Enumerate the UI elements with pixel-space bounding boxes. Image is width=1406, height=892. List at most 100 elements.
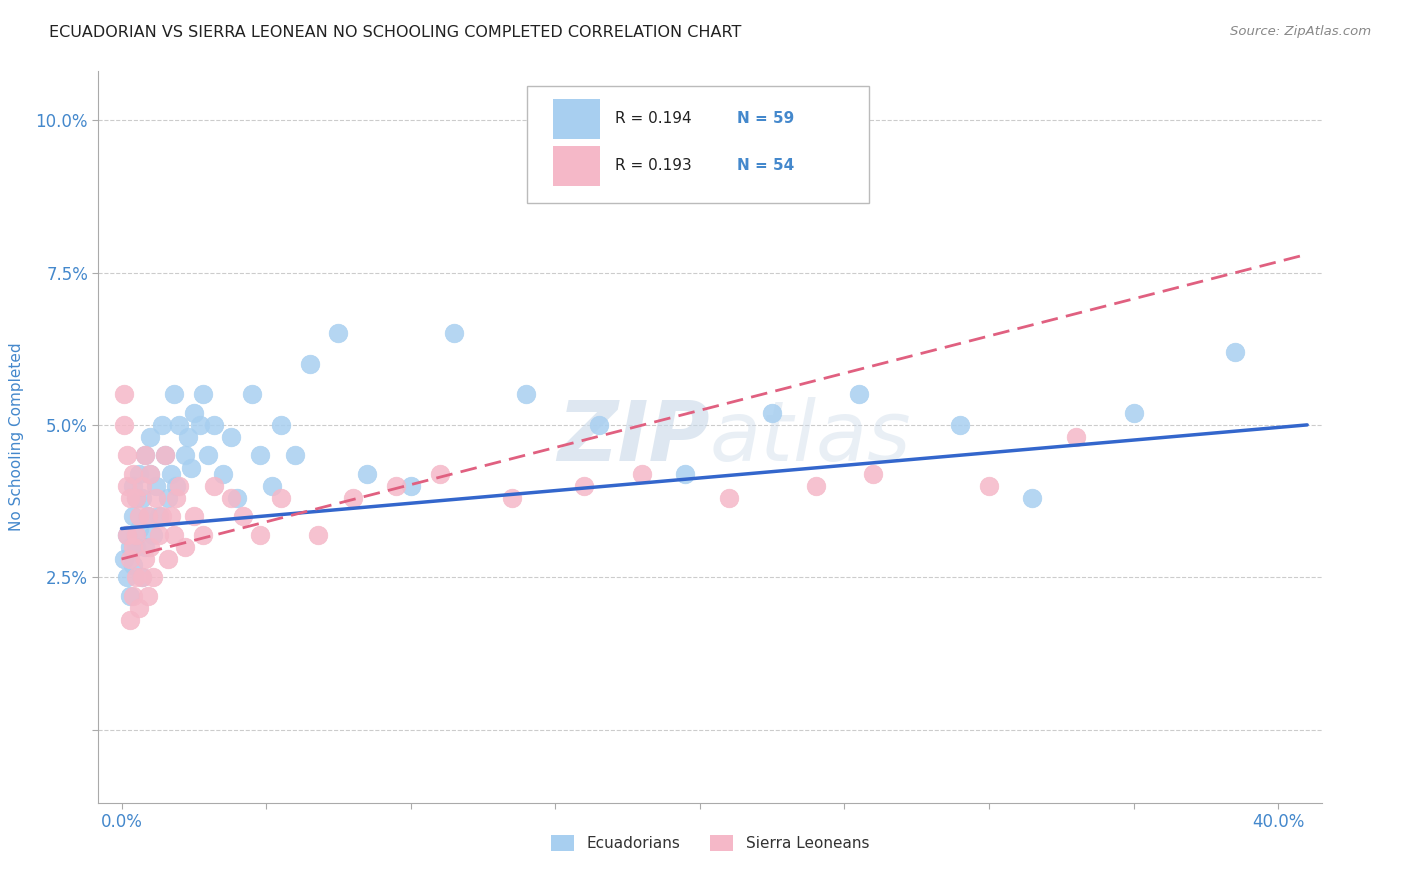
Point [270, 491, 292, 505]
Text: R = 0.194: R = 0.194 [614, 112, 692, 127]
Point [117, 570, 139, 584]
Point [131, 570, 153, 584]
Point [183, 509, 205, 524]
Point [122, 509, 145, 524]
FancyBboxPatch shape [526, 86, 869, 203]
Point [342, 491, 364, 505]
Point [120, 491, 142, 505]
Point [977, 479, 1000, 493]
Point [136, 509, 159, 524]
Point [188, 417, 211, 432]
Point [125, 527, 148, 541]
Point [221, 430, 243, 444]
Point [114, 417, 136, 432]
Point [139, 467, 162, 481]
Legend: Ecuadorians, Sierra Leoneans: Ecuadorians, Sierra Leoneans [544, 830, 876, 857]
Point [1223, 344, 1246, 359]
Point [120, 540, 142, 554]
Point [159, 467, 181, 481]
Point [156, 491, 179, 505]
Point [191, 387, 214, 401]
Point [122, 479, 145, 493]
Point [804, 479, 827, 493]
Point [128, 467, 150, 481]
Point [122, 589, 145, 603]
Point [162, 527, 184, 541]
Point [197, 448, 219, 462]
Point [142, 570, 165, 584]
Point [399, 479, 422, 493]
Point [117, 527, 139, 541]
Point [1122, 406, 1144, 420]
Point [226, 491, 249, 505]
Point [148, 527, 170, 541]
Point [177, 430, 200, 444]
Point [139, 430, 162, 444]
Point [150, 417, 173, 432]
Point [134, 448, 156, 462]
Point [136, 509, 159, 524]
Point [139, 467, 162, 481]
Point [125, 491, 148, 505]
Point [134, 540, 156, 554]
Point [134, 552, 156, 566]
Point [114, 387, 136, 401]
Point [202, 479, 225, 493]
Point [249, 448, 271, 462]
Point [120, 589, 142, 603]
Text: ECUADORIAN VS SIERRA LEONEAN NO SCHOOLING COMPLETED CORRELATION CHART: ECUADORIAN VS SIERRA LEONEAN NO SCHOOLIN… [49, 25, 741, 40]
Point [574, 479, 596, 493]
FancyBboxPatch shape [554, 99, 600, 139]
Point [174, 448, 197, 462]
Point [131, 479, 153, 493]
Text: N = 54: N = 54 [737, 159, 794, 173]
Point [131, 491, 153, 505]
Point [356, 467, 378, 481]
Point [191, 527, 214, 541]
Point [120, 552, 142, 566]
Point [385, 479, 408, 493]
Point [117, 527, 139, 541]
Point [136, 589, 159, 603]
Point [156, 552, 179, 566]
Point [260, 479, 283, 493]
Point [125, 570, 148, 584]
Point [114, 552, 136, 566]
FancyBboxPatch shape [554, 146, 600, 186]
Point [117, 448, 139, 462]
Text: ZIP: ZIP [557, 397, 710, 477]
Point [221, 491, 243, 505]
Point [122, 467, 145, 481]
Point [717, 491, 740, 505]
Point [631, 467, 654, 481]
Point [862, 467, 884, 481]
Text: N = 59: N = 59 [737, 112, 794, 127]
Point [202, 417, 225, 432]
Point [240, 387, 263, 401]
Point [284, 448, 307, 462]
Text: atlas: atlas [710, 397, 911, 477]
Point [128, 600, 150, 615]
Point [588, 417, 610, 432]
Point [122, 540, 145, 554]
Point [761, 406, 783, 420]
Point [675, 467, 697, 481]
Point [122, 558, 145, 573]
Point [298, 357, 321, 371]
Point [515, 387, 537, 401]
Point [249, 527, 271, 541]
Point [174, 540, 197, 554]
Point [134, 448, 156, 462]
Point [501, 491, 523, 505]
Point [131, 570, 153, 584]
Point [142, 527, 165, 541]
Point [232, 509, 254, 524]
Point [148, 509, 170, 524]
Point [117, 479, 139, 493]
Point [162, 387, 184, 401]
Point [150, 509, 173, 524]
Point [429, 467, 451, 481]
Point [166, 479, 188, 493]
Point [328, 326, 350, 341]
Point [153, 448, 176, 462]
